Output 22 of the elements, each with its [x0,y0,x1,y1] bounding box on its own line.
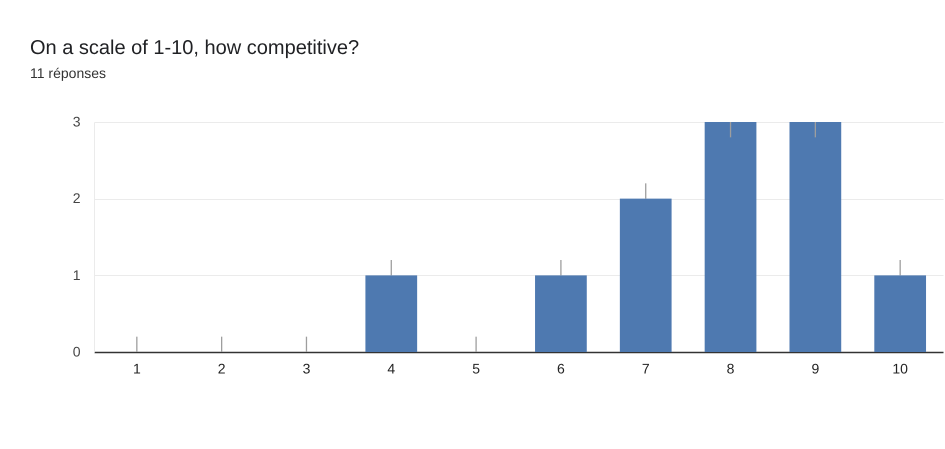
x-tick-label: 10 [892,360,908,376]
x-tick-label: 5 [472,360,480,376]
y-tick-label: 3 [72,114,81,130]
x-tick-label: 4 [387,360,396,376]
x-tick-label: 3 [302,360,311,376]
bar [620,198,672,352]
bar [789,122,842,352]
chart-title: On a scale of 1-10, how competitive? [30,37,360,59]
x-tick-label: 9 [811,360,820,376]
chart-subtitle: 11 réponses [30,65,106,81]
y-tick-label: 1 [72,266,81,283]
bar [535,275,587,352]
bar [704,122,756,352]
x-tick-label: 6 [557,360,566,376]
y-tick-label: 2 [72,190,81,206]
bar [874,275,926,352]
x-tick-label: 8 [726,360,735,376]
x-tick-label: 1 [132,360,141,376]
y-tick-label: 0 [72,344,81,360]
x-tick-label: 7 [642,360,650,376]
x-tick-label: 2 [218,360,226,376]
bar [365,275,418,352]
